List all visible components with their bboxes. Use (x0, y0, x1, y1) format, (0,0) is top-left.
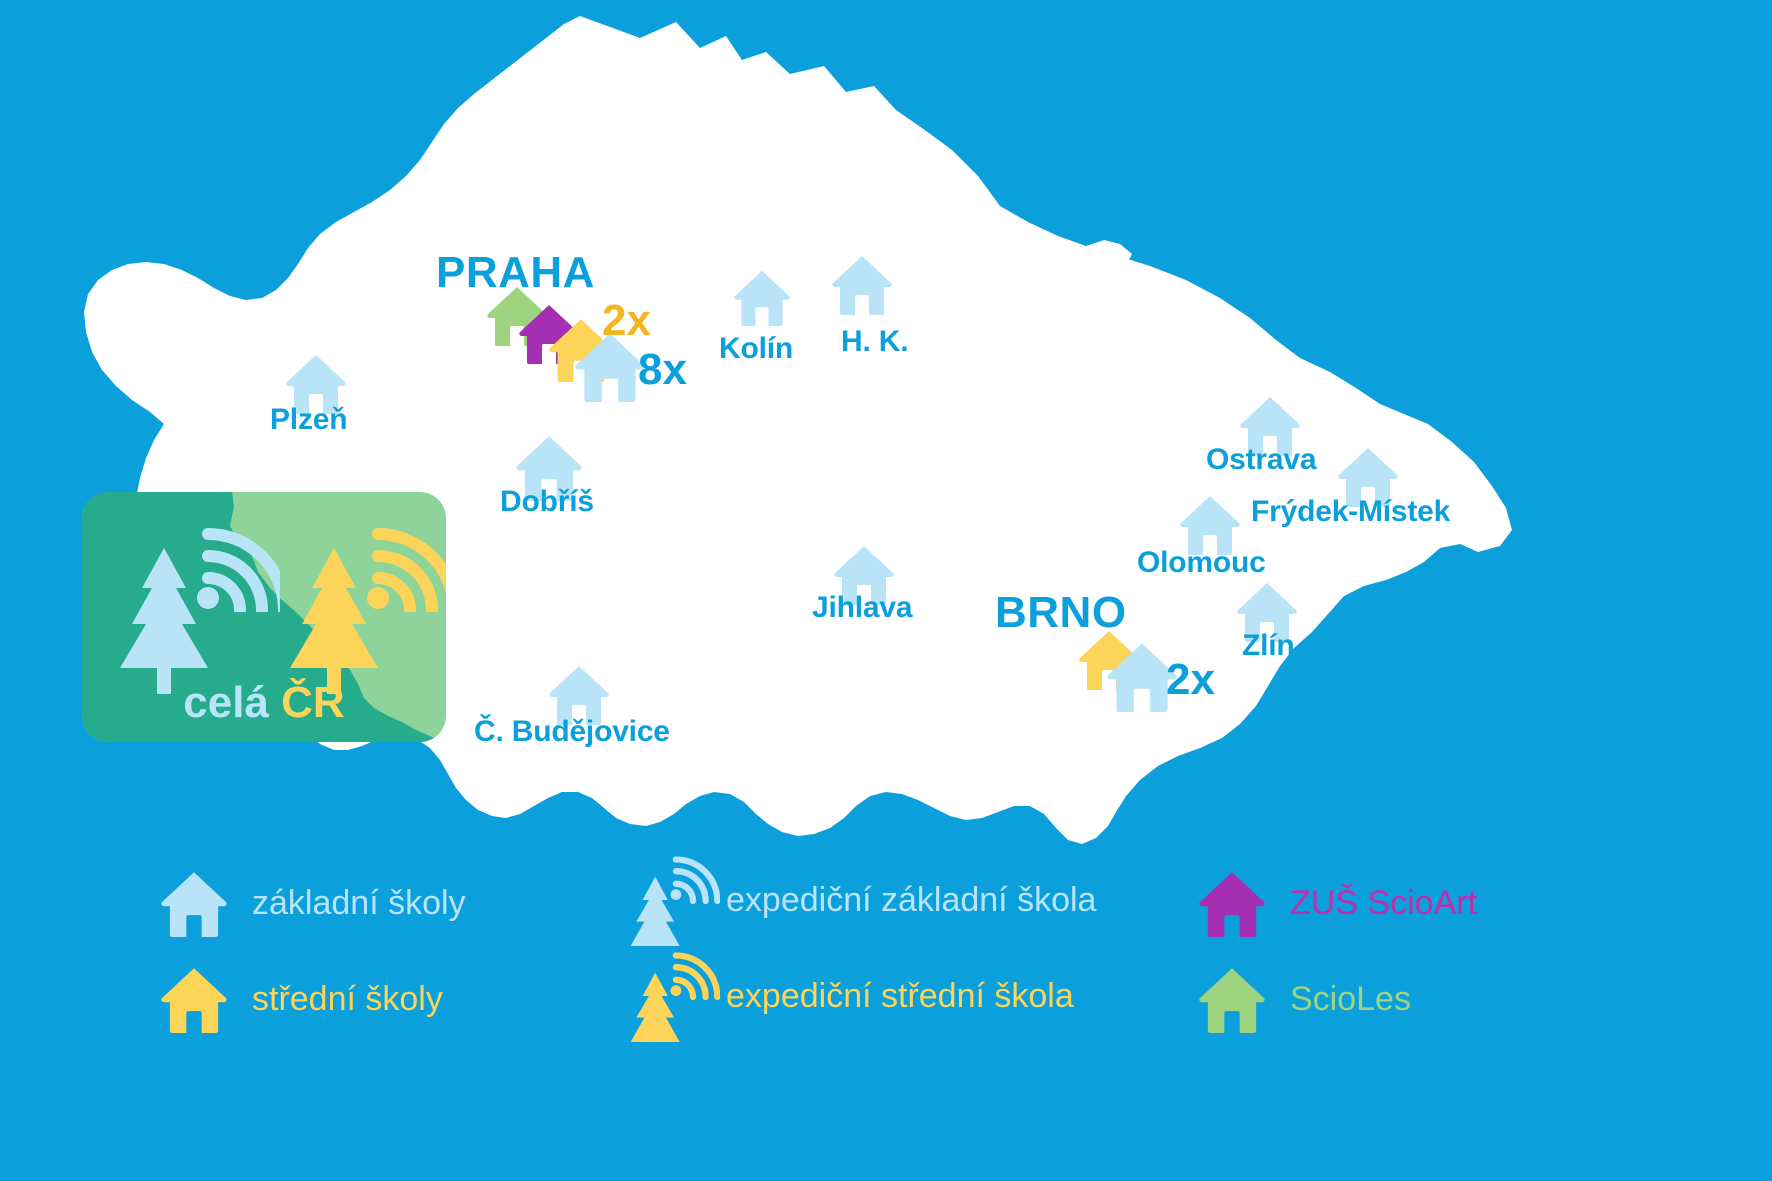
legend-item-expedicni-stredni-skola[interactable]: expediční střední škola (630, 951, 1074, 1042)
city-label-zlin: Zlín (1242, 629, 1295, 662)
legend-label-zakladni-skoly: základní školy (252, 883, 466, 922)
count-label-brno: 2x (1166, 655, 1215, 704)
city-label-olomouc: Olomouc (1137, 546, 1266, 579)
zakladni-skola-house-icon-praha (575, 333, 645, 402)
wifi-light-blue-icon (197, 528, 280, 612)
city-label-hk: H. K. (841, 325, 909, 358)
zakladni-skola-house-icon-kolin (734, 270, 790, 326)
legend-label-expedicni-stredni-skola: expediční střední škola (726, 976, 1074, 1015)
city-label-cbudejovice: Č. Budějovice (474, 715, 670, 748)
city-label-dobris: Dobříš (500, 485, 594, 518)
city-label-ostrava: Ostrava (1206, 443, 1317, 476)
country-edge-detail (1086, 240, 1132, 270)
legend-item-zakladni-skoly[interactable]: základní školy (158, 867, 466, 939)
cela-cr-suffix: ČR (281, 678, 345, 727)
cela-cr-prefix: celá (183, 678, 269, 727)
city-label-brno: BRNO (995, 588, 1127, 637)
legend-label-scioles: ScioLes (1290, 979, 1411, 1018)
zakladni-skola-house-icon-hk (832, 256, 892, 315)
legend-label-expedicni-zakladni-skola: expediční základní škola (726, 880, 1097, 919)
legend-item-zus-scioart[interactable]: ZUŠ ScioArt (1196, 867, 1477, 939)
zakladni-skola-house-icon-plzen (286, 355, 346, 414)
city-label-frydekmistek: Frýdek-Místek (1251, 495, 1451, 528)
city-label-kolin: Kolín (719, 332, 793, 365)
zakladni-skola-house-icon-ostrava (1240, 397, 1300, 456)
zakladni-skola-house-icon-dobris (516, 436, 582, 501)
zakladni-skola-house-icon-zlin (1237, 583, 1297, 642)
cela-cr-callout-box: celá ČR (82, 492, 446, 742)
tree-wifi-icon-expedicni-zakladni (630, 855, 720, 946)
zakladni-skola-house-icon-jihlava (834, 546, 894, 605)
tree-wifi-icon-expedicni-stredni (630, 951, 720, 1042)
legend: základní školy střední školy (0, 845, 1772, 1181)
expedicni-tree-yellow-icon (290, 548, 378, 694)
zakladni-skola-house-icon-frydekmistek (1338, 448, 1398, 507)
legend-item-expedicni-zakladni-skola[interactable]: expediční základní škola (630, 855, 1097, 946)
expedicni-tree-light-blue-icon (120, 548, 208, 694)
legend-item-scioles[interactable]: ScioLes (1196, 963, 1411, 1035)
zakladni-skola-house-icon-brno (1107, 643, 1177, 712)
wifi-yellow-icon (367, 528, 446, 612)
zakladni-skola-house-icon-cbudejovice (549, 666, 609, 725)
house-icon-stredni-skoly (158, 963, 230, 1035)
cela-cr-label: celá ČR (82, 678, 446, 728)
cr-box-dark-overlay (82, 492, 442, 742)
count-label-praha-stredni: 2x (602, 296, 651, 345)
legend-label-zus-scioart: ZUŠ ScioArt (1290, 883, 1478, 922)
legend-item-stredni-skoly[interactable]: střední školy (158, 963, 443, 1035)
house-icon-zakladni-skoly (158, 867, 230, 939)
zakladni-skola-house-icon-olomouc (1180, 496, 1240, 555)
count-label-praha-zakladni: 8x (638, 345, 687, 394)
legend-label-stredni-skoly: střední školy (252, 979, 443, 1018)
city-label-jihlava: Jihlava (812, 591, 913, 624)
city-label-plzen: Plzeň (270, 403, 348, 436)
house-icon-zus-scioart (1196, 867, 1268, 939)
house-icon-scioles (1196, 963, 1268, 1035)
